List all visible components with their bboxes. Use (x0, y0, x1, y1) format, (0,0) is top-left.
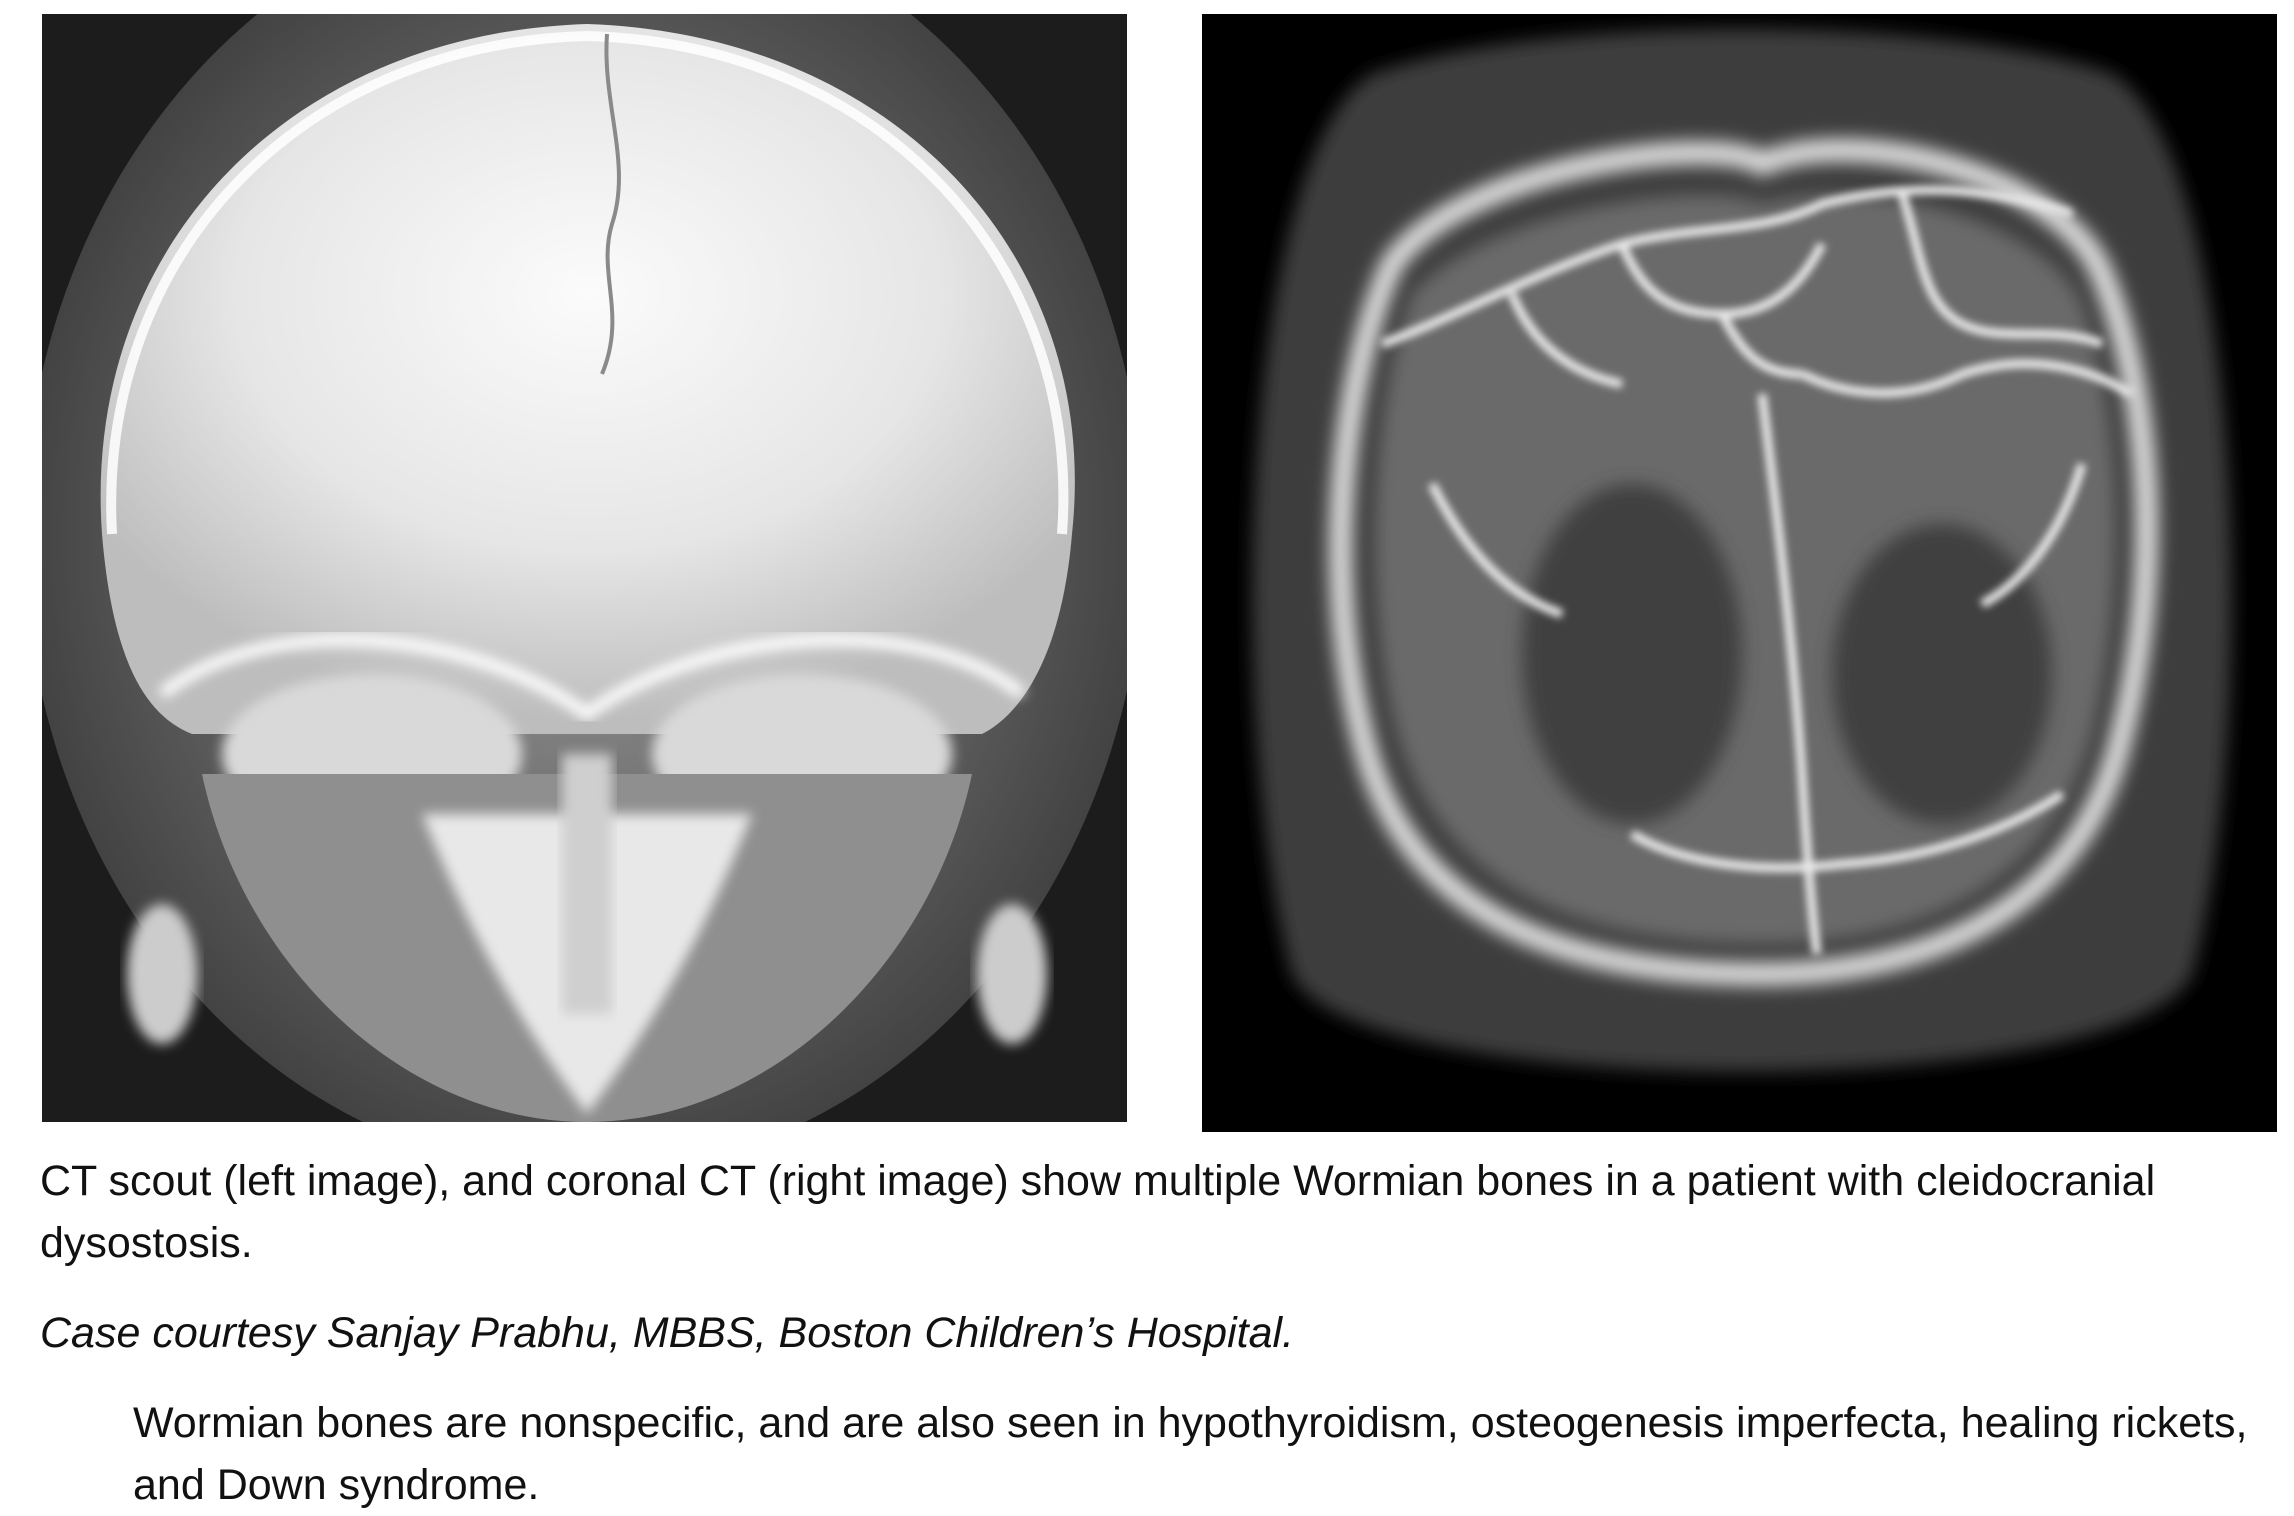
ct-scout-image (42, 14, 1127, 1122)
skull-ct-icon (1202, 14, 2277, 1132)
clinical-note: Wormian bones are nonspecific, and are a… (133, 1399, 2248, 1509)
coronal-ct-image (1202, 14, 2277, 1132)
figure-caption: CT scout (left image), and coronal CT (r… (40, 1157, 2156, 1267)
skull-radiograph-icon (42, 14, 1127, 1122)
case-credit: Case courtesy Sanjay Prabhu, MBBS, Bosto… (40, 1309, 1294, 1357)
